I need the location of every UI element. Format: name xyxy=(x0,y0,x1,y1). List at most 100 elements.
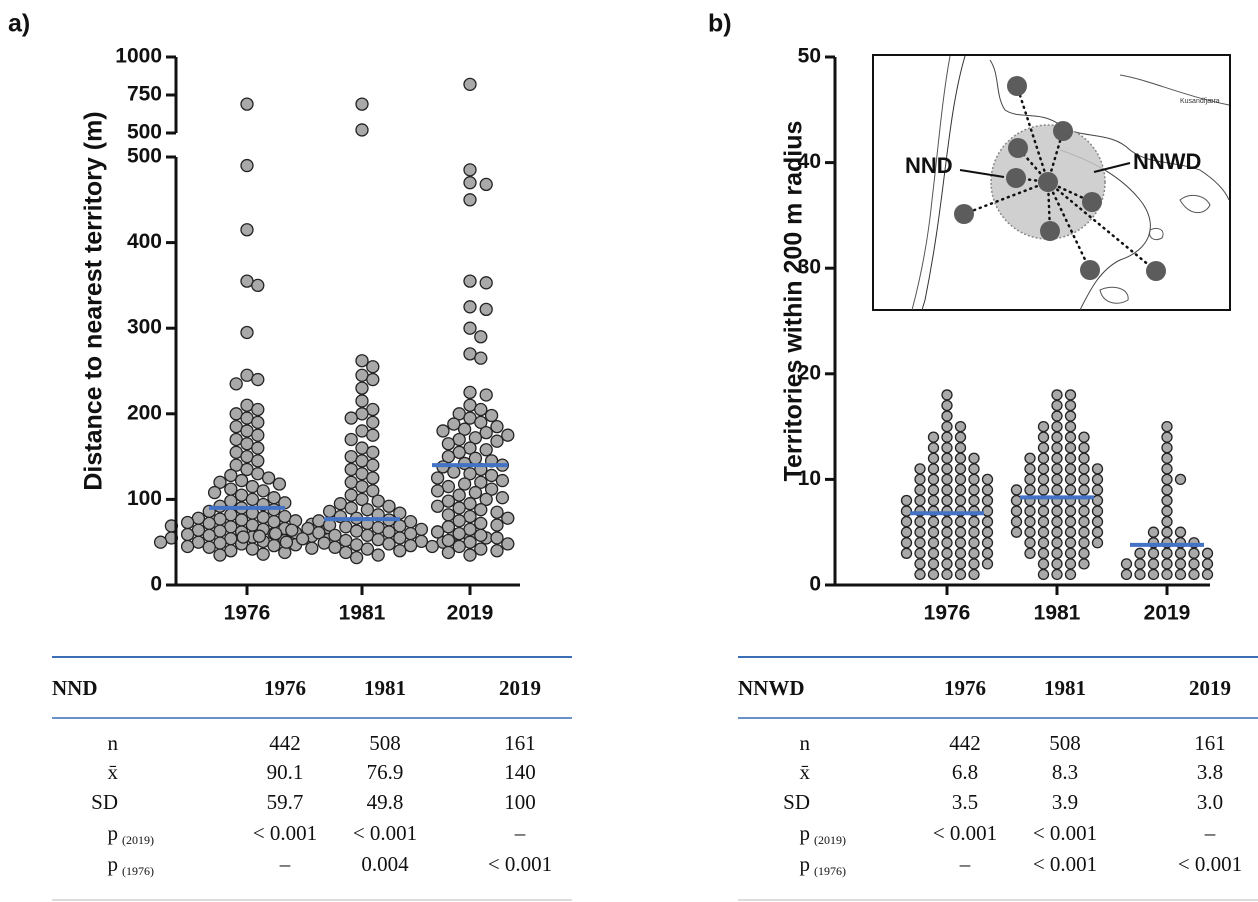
data-point xyxy=(463,548,477,562)
data-point xyxy=(954,484,967,496)
table-cell: 508 xyxy=(369,731,401,755)
data-point xyxy=(441,533,456,548)
data-point xyxy=(914,558,926,570)
data-point xyxy=(240,158,254,173)
data-point xyxy=(1078,537,1090,549)
data-point xyxy=(914,547,926,559)
map-place-label: Kusandfjæra xyxy=(1180,98,1220,105)
data-point xyxy=(954,473,967,486)
data-point xyxy=(954,442,967,454)
data-point xyxy=(968,537,980,549)
data-point xyxy=(1064,558,1077,570)
data-point xyxy=(252,529,267,543)
data-point xyxy=(474,516,488,531)
row-label: x̄ xyxy=(108,760,119,784)
data-point xyxy=(251,441,265,455)
data-point xyxy=(927,452,940,464)
data-point xyxy=(1037,547,1050,559)
data-point xyxy=(927,515,940,528)
y-tick-label: 50 xyxy=(798,45,821,68)
data-point xyxy=(1134,568,1146,581)
data-point xyxy=(479,492,493,507)
row-label: p xyxy=(800,821,811,845)
data-point xyxy=(1051,463,1063,475)
data-point xyxy=(900,515,913,528)
y-tick-label: 750 xyxy=(127,83,162,106)
data-point xyxy=(202,516,216,531)
row-label-sub: (2019) xyxy=(122,833,154,847)
data-point xyxy=(1037,568,1050,581)
data-point xyxy=(236,530,250,544)
data-point xyxy=(447,465,461,479)
data-point xyxy=(1037,431,1050,443)
data-point xyxy=(251,278,265,293)
y-tick-label: 300 xyxy=(127,316,162,339)
data-point xyxy=(954,515,967,528)
data-point xyxy=(1134,547,1146,559)
row-label-sub: (1976) xyxy=(814,864,846,878)
panel-label: b) xyxy=(708,10,732,38)
data-point xyxy=(490,419,504,434)
data-point xyxy=(1051,558,1063,570)
data-point xyxy=(349,550,364,565)
data-point xyxy=(1051,568,1063,581)
data-point xyxy=(436,424,450,438)
data-point xyxy=(1161,420,1173,433)
data-point xyxy=(927,473,940,486)
data-point xyxy=(1051,399,1063,412)
data-point xyxy=(900,494,913,507)
data-point xyxy=(366,471,380,485)
table-cell: – xyxy=(1204,821,1216,845)
y-tick-label: 500 xyxy=(127,145,162,168)
data-point xyxy=(1161,463,1173,475)
data-point xyxy=(382,537,396,551)
data-point xyxy=(954,494,967,507)
data-point xyxy=(1078,473,1090,486)
data-point xyxy=(468,431,483,445)
table-cell: – xyxy=(279,852,291,876)
data-point xyxy=(1147,568,1160,581)
data-point xyxy=(180,527,195,542)
data-point xyxy=(1064,442,1077,454)
table-cell: < 0.001 xyxy=(353,821,417,845)
data-point xyxy=(463,274,477,288)
data-point xyxy=(941,473,953,486)
data-point xyxy=(1201,558,1214,570)
data-point xyxy=(268,526,283,541)
data-point xyxy=(1064,537,1077,549)
data-point xyxy=(1091,526,1104,538)
y-tick-label: 0 xyxy=(150,573,162,596)
data-point xyxy=(441,545,456,560)
data-point xyxy=(463,163,477,177)
data-point xyxy=(463,77,477,92)
row-label: SD xyxy=(91,790,118,814)
data-point xyxy=(224,494,238,508)
data-point xyxy=(1091,463,1104,475)
data-point xyxy=(1064,568,1077,581)
data-point xyxy=(968,568,980,581)
data-point xyxy=(355,97,369,111)
data-point xyxy=(1161,473,1173,486)
data-point xyxy=(1064,410,1077,422)
table-header: 1976 xyxy=(944,676,986,700)
data-point xyxy=(914,568,926,581)
y-axis-title: Territories within 200 m radius xyxy=(780,121,808,482)
data-point xyxy=(495,473,510,488)
data-point xyxy=(954,547,967,559)
data-point xyxy=(941,526,953,538)
data-point xyxy=(1010,515,1023,528)
data-point xyxy=(1037,537,1050,549)
data-point xyxy=(474,415,488,430)
data-point xyxy=(202,528,216,543)
data-point xyxy=(251,454,265,468)
data-point xyxy=(267,538,281,553)
table-cell: < 0.001 xyxy=(1033,852,1097,876)
table-cell: < 0.001 xyxy=(1033,821,1097,845)
table-cell: – xyxy=(959,852,971,876)
data-point xyxy=(1037,526,1050,538)
data-point xyxy=(322,504,337,519)
table-cell: 49.8 xyxy=(367,790,404,814)
data-point xyxy=(479,425,493,440)
data-point xyxy=(366,484,380,498)
data-point xyxy=(474,542,488,556)
